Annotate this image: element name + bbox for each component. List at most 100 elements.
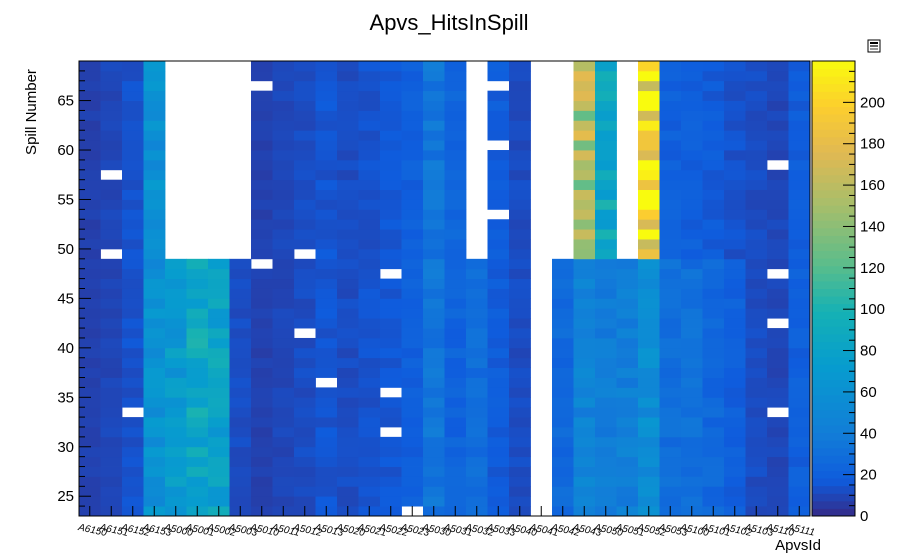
heatmap-cell (122, 130, 144, 141)
heatmap-cell (595, 268, 617, 280)
heatmap-cell (358, 496, 381, 507)
heatmap-cell (401, 347, 424, 359)
heatmap-cell (401, 110, 424, 121)
heatmap-cell (358, 179, 381, 190)
heatmap-cell (573, 486, 596, 497)
colorbar-swatch (812, 371, 855, 380)
heatmap-cell (122, 169, 144, 181)
heatmap-cell (487, 298, 510, 309)
colorbar-swatch (812, 227, 855, 236)
heatmap-cell (272, 446, 295, 458)
heatmap-cell (272, 318, 295, 329)
heatmap-cell (487, 120, 510, 131)
heatmap-cell (380, 397, 402, 408)
heatmap-cell (100, 130, 123, 141)
heatmap-cell (681, 357, 703, 369)
heatmap-cell (380, 456, 402, 467)
heatmap-cell (251, 486, 273, 497)
heatmap-cell (702, 209, 725, 220)
heatmap-cell (380, 130, 402, 141)
heatmap-cell (337, 258, 359, 270)
heatmap-cell (595, 229, 617, 240)
heatmap-cell (423, 496, 445, 507)
heatmap-cell (681, 150, 703, 161)
heatmap-cell (358, 426, 381, 438)
heatmap-cell (294, 209, 316, 220)
heatmap-cell (509, 219, 531, 230)
heatmap-cell (208, 397, 230, 408)
heatmap-cell (659, 179, 682, 190)
heatmap-cell (767, 288, 789, 299)
heatmap-cell (638, 169, 660, 181)
heatmap-cell (122, 426, 144, 438)
heatmap-cell (165, 486, 187, 497)
heatmap-cell (573, 130, 596, 141)
heatmap-cell (423, 357, 445, 369)
heatmap-cell (251, 150, 273, 161)
heatmap-cell (745, 219, 768, 230)
heatmap-cell (315, 298, 338, 309)
heatmap-cell (358, 248, 381, 260)
heatmap-cell (143, 496, 166, 507)
colorbar-swatch (812, 250, 855, 259)
heatmap-cell (509, 150, 531, 161)
heatmap-cell (702, 150, 725, 161)
heatmap-cell (380, 308, 402, 319)
heatmap-cell (337, 248, 359, 260)
heatmap-cell (595, 169, 617, 181)
heatmap-cell (659, 476, 682, 487)
heatmap-cell (595, 80, 617, 92)
heatmap-cell (681, 476, 703, 487)
heatmap-cell (444, 308, 467, 319)
heatmap-cell (487, 486, 510, 497)
heatmap-cell (767, 496, 789, 507)
heatmap-cell (724, 80, 746, 92)
heatmap-cell (315, 387, 338, 398)
heatmap-cell (358, 219, 381, 230)
heatmap-cell (337, 446, 359, 458)
heatmap-cell (100, 308, 123, 319)
heatmap-cell (186, 446, 209, 458)
heatmap-cell (251, 417, 273, 428)
heatmap-cell (659, 486, 682, 497)
heatmap-cell (272, 219, 295, 230)
heatmap-cell (659, 357, 682, 369)
heatmap-cell (552, 486, 574, 497)
heatmap-cell (122, 446, 144, 458)
heatmap-cell (100, 496, 123, 507)
heatmap-cell (208, 436, 230, 448)
heatmap-cell (595, 130, 617, 141)
heatmap-cell (401, 466, 424, 477)
heatmap-cell (122, 278, 144, 289)
heatmap-cell (272, 298, 295, 309)
heatmap-cell (767, 456, 789, 467)
heatmap-cell (315, 337, 338, 349)
heatmap-cell (616, 417, 639, 428)
colorbar-swatch (812, 341, 855, 350)
heatmap-cell (745, 239, 768, 250)
heatmap-cell (358, 209, 381, 220)
heatmap-cell (315, 61, 338, 72)
heatmap-cell (122, 110, 144, 121)
colorbar-tick-label: 40 (860, 425, 877, 442)
heatmap-cell (251, 397, 273, 408)
heatmap-cell (100, 397, 123, 408)
heatmap-cell (251, 248, 273, 260)
palette-icon[interactable] (867, 39, 881, 53)
heatmap-cell (767, 70, 789, 82)
heatmap-cell (100, 258, 123, 270)
heatmap-cell (681, 169, 703, 181)
heatmap-cell (616, 446, 639, 458)
heatmap-cell (337, 219, 359, 230)
heatmap-cell (595, 377, 617, 388)
heatmap-cell (767, 328, 789, 339)
heatmap-cell (143, 456, 166, 467)
heatmap-cell (724, 377, 746, 388)
heatmap-cell (487, 70, 510, 82)
heatmap-cell (79, 417, 101, 428)
heatmap-cell (444, 150, 467, 161)
heatmap-cell (681, 159, 703, 171)
heatmap-cell (552, 278, 574, 289)
heatmap-cell (143, 347, 166, 359)
colorbar-swatch (812, 349, 855, 358)
